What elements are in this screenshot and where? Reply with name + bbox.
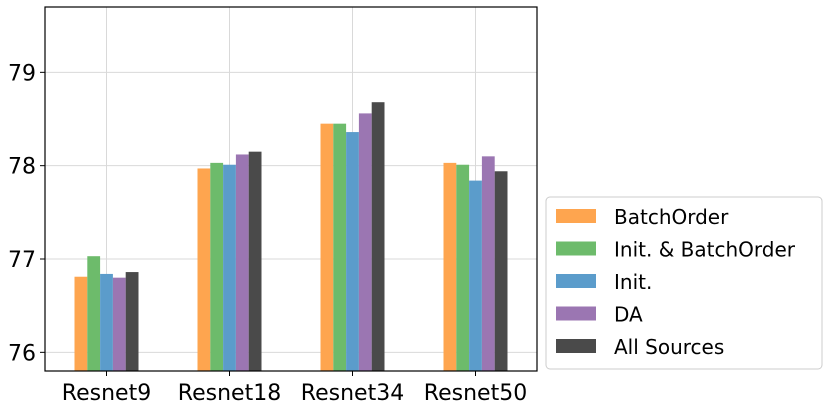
legend-swatch (556, 274, 596, 288)
bar-resnet50-1 (456, 164, 470, 371)
bar-resnet34-4 (371, 102, 385, 371)
legend-label: DA (614, 303, 643, 327)
bar-resnet9-0 (74, 276, 88, 371)
bar-resnet50-4 (494, 171, 508, 371)
bar-resnet9-4 (125, 272, 139, 371)
x-axis-ticks: Resnet9 Resnet18 Resnet34 Resnet50 (62, 371, 527, 406)
legend-label: Init. & BatchOrder (614, 238, 796, 262)
legend-label: All Sources (614, 335, 724, 359)
y-tick-label: 78 (8, 155, 36, 180)
bar-resnet50-3 (481, 156, 495, 371)
bar-resnet34-1 (333, 123, 347, 372)
bar-resnet9-1 (87, 256, 101, 371)
legend-swatch (556, 339, 596, 353)
bar-resnet18-3 (235, 154, 249, 371)
bars (74, 102, 508, 372)
y-tick-label: 79 (8, 61, 36, 86)
x-tick-label: Resnet50 (424, 381, 527, 406)
bar-resnet9-2 (100, 273, 113, 371)
bar-resnet50-2 (469, 180, 482, 371)
bar-resnet9-3 (112, 277, 126, 371)
bar-resnet50-0 (443, 162, 457, 371)
bar-resnet18-4 (248, 151, 262, 371)
y-axis-ticks: 76 77 78 79 (8, 61, 45, 366)
legend-swatch (556, 209, 596, 223)
bar-resnet18-0 (197, 168, 211, 371)
bar-resnet34-2 (346, 132, 359, 371)
bar-resnet18-1 (210, 162, 224, 371)
legend-swatch (556, 241, 596, 256)
legend-label: Init. (614, 270, 652, 294)
legend-label: BatchOrder (614, 205, 729, 229)
y-tick-label: 76 (8, 341, 36, 366)
x-tick-label: Resnet9 (62, 381, 151, 406)
legend-swatch (556, 306, 596, 321)
bar-resnet34-3 (358, 113, 372, 372)
bar-resnet18-2 (223, 164, 236, 371)
legend: BatchOrder Init. & BatchOrder Init. DA All S… (545, 196, 823, 370)
y-tick-label: 77 (8, 248, 36, 273)
bar-resnet34-0 (320, 123, 334, 372)
x-tick-label: Resnet34 (301, 381, 404, 406)
legend-frame (545, 196, 823, 370)
plot-frame (44, 6, 538, 372)
x-tick-label: Resnet18 (178, 381, 281, 406)
